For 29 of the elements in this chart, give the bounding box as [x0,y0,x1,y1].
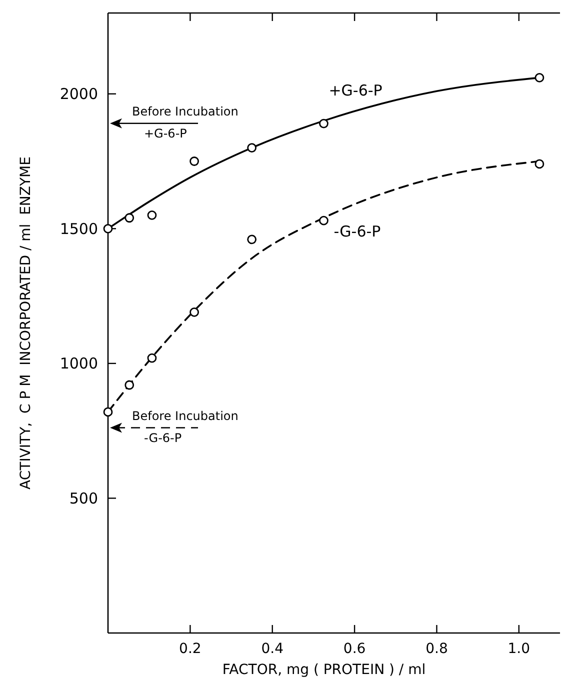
y-tick-label: 500 [69,489,98,508]
point [103,407,113,417]
point [247,143,257,152]
point [124,380,134,390]
x-tick-label: 0.8 [426,641,448,657]
point [247,234,257,244]
annotation: Before Incubation +G-6-P [132,104,238,140]
y-tick-label: 1000 [60,354,98,373]
x-tick-label: 1.0 [508,641,530,657]
x-axis-title: FACTOR, mg ( PROTEIN ) / ml [222,662,426,678]
y-tick-label: 1500 [60,220,98,238]
point [103,224,113,234]
point [147,210,157,220]
y-tick-label: 2000 [60,85,98,104]
annotation: Before Incubation -G-6-P [132,408,238,445]
point [147,353,157,363]
series-label: -G-6-P [334,222,381,241]
x-tick-label: 0.4 [261,641,284,657]
x-tick-label: 0.2 [179,641,202,657]
y-axis-title: ACTIVITY, C P M INCORPORATED / ml ENZYME [18,156,34,490]
point [319,118,328,128]
series-label: +G-6-P [328,82,382,100]
point [319,216,328,226]
point [534,159,544,169]
x-tick-label: 0.6 [343,641,366,657]
point [124,213,134,223]
point [190,308,199,317]
point [534,72,544,82]
point [190,156,199,166]
